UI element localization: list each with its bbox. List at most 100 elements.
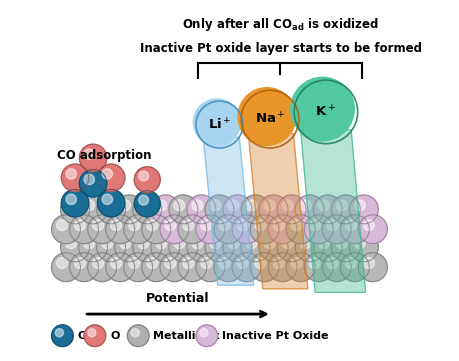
Circle shape bbox=[255, 105, 281, 131]
Circle shape bbox=[146, 220, 157, 231]
Circle shape bbox=[79, 144, 106, 171]
Text: Inactive Pt oxide layer starts to be formed: Inactive Pt oxide layer starts to be for… bbox=[140, 42, 421, 55]
Circle shape bbox=[111, 220, 121, 231]
Circle shape bbox=[263, 200, 274, 211]
Circle shape bbox=[51, 325, 73, 347]
Circle shape bbox=[201, 258, 212, 269]
Circle shape bbox=[301, 88, 345, 132]
Circle shape bbox=[129, 220, 140, 231]
Circle shape bbox=[196, 325, 217, 347]
Circle shape bbox=[123, 215, 152, 244]
Circle shape bbox=[232, 253, 260, 282]
Circle shape bbox=[345, 220, 355, 231]
Circle shape bbox=[250, 100, 285, 135]
Circle shape bbox=[111, 258, 121, 269]
Circle shape bbox=[74, 258, 85, 269]
Circle shape bbox=[97, 164, 124, 191]
Circle shape bbox=[193, 99, 240, 146]
Circle shape bbox=[199, 329, 207, 337]
Circle shape bbox=[223, 195, 252, 224]
Circle shape bbox=[84, 325, 106, 347]
Text: Only after all CO$_\mathregular{ad}$ is oxidized: Only after all CO$_\mathregular{ad}$ is … bbox=[182, 16, 378, 33]
Circle shape bbox=[84, 149, 94, 159]
Circle shape bbox=[315, 101, 334, 121]
Circle shape bbox=[61, 190, 89, 217]
Circle shape bbox=[207, 113, 229, 134]
Circle shape bbox=[266, 116, 272, 122]
Circle shape bbox=[127, 325, 149, 347]
Circle shape bbox=[197, 103, 237, 143]
Circle shape bbox=[303, 253, 332, 282]
Text: O: O bbox=[110, 331, 119, 341]
Circle shape bbox=[349, 233, 377, 262]
Circle shape bbox=[322, 215, 351, 244]
Circle shape bbox=[257, 106, 280, 130]
Circle shape bbox=[349, 195, 377, 224]
Circle shape bbox=[151, 233, 179, 262]
Circle shape bbox=[260, 110, 277, 127]
Circle shape bbox=[313, 100, 335, 122]
Circle shape bbox=[201, 106, 234, 139]
Circle shape bbox=[203, 109, 231, 137]
Circle shape bbox=[313, 195, 341, 224]
Circle shape bbox=[336, 238, 347, 249]
Circle shape bbox=[295, 195, 324, 224]
Circle shape bbox=[246, 238, 257, 249]
Circle shape bbox=[186, 233, 215, 262]
Circle shape bbox=[84, 200, 95, 211]
Circle shape bbox=[196, 253, 224, 282]
Circle shape bbox=[268, 253, 297, 282]
Circle shape bbox=[322, 108, 328, 115]
Circle shape bbox=[137, 200, 148, 211]
Circle shape bbox=[324, 110, 327, 113]
Circle shape bbox=[358, 253, 386, 282]
Circle shape bbox=[134, 191, 160, 217]
Text: K$^+$: K$^+$ bbox=[315, 104, 336, 119]
Circle shape bbox=[69, 215, 98, 244]
Circle shape bbox=[79, 170, 106, 197]
Circle shape bbox=[92, 220, 103, 231]
Circle shape bbox=[246, 200, 257, 211]
Circle shape bbox=[160, 215, 188, 244]
Circle shape bbox=[216, 122, 221, 127]
Circle shape bbox=[281, 200, 292, 211]
Circle shape bbox=[258, 108, 279, 128]
Circle shape bbox=[182, 258, 193, 269]
Circle shape bbox=[308, 258, 319, 269]
Circle shape bbox=[66, 169, 76, 179]
Circle shape bbox=[326, 220, 337, 231]
Circle shape bbox=[119, 200, 130, 211]
Circle shape bbox=[168, 233, 197, 262]
Circle shape bbox=[236, 258, 247, 269]
Circle shape bbox=[174, 238, 185, 249]
Circle shape bbox=[178, 215, 207, 244]
Circle shape bbox=[237, 88, 295, 145]
Circle shape bbox=[164, 258, 175, 269]
Circle shape bbox=[292, 79, 352, 139]
Circle shape bbox=[78, 233, 107, 262]
Circle shape bbox=[208, 114, 227, 133]
Circle shape bbox=[316, 103, 332, 119]
Circle shape bbox=[318, 105, 331, 118]
Circle shape bbox=[211, 117, 225, 131]
Circle shape bbox=[213, 253, 242, 282]
Circle shape bbox=[218, 220, 230, 231]
Circle shape bbox=[141, 253, 170, 282]
Text: Na$^+$: Na$^+$ bbox=[254, 112, 285, 127]
Circle shape bbox=[330, 195, 359, 224]
Circle shape bbox=[134, 167, 160, 193]
Circle shape bbox=[277, 195, 305, 224]
Circle shape bbox=[200, 105, 235, 140]
Circle shape bbox=[300, 238, 310, 249]
Circle shape bbox=[55, 329, 63, 337]
Circle shape bbox=[268, 215, 297, 244]
Circle shape bbox=[218, 123, 220, 126]
Circle shape bbox=[254, 258, 265, 269]
Circle shape bbox=[213, 118, 224, 130]
Circle shape bbox=[304, 91, 342, 129]
Circle shape bbox=[294, 81, 351, 138]
Circle shape bbox=[205, 195, 233, 224]
Circle shape bbox=[97, 190, 124, 217]
Circle shape bbox=[336, 200, 347, 211]
Circle shape bbox=[137, 238, 148, 249]
